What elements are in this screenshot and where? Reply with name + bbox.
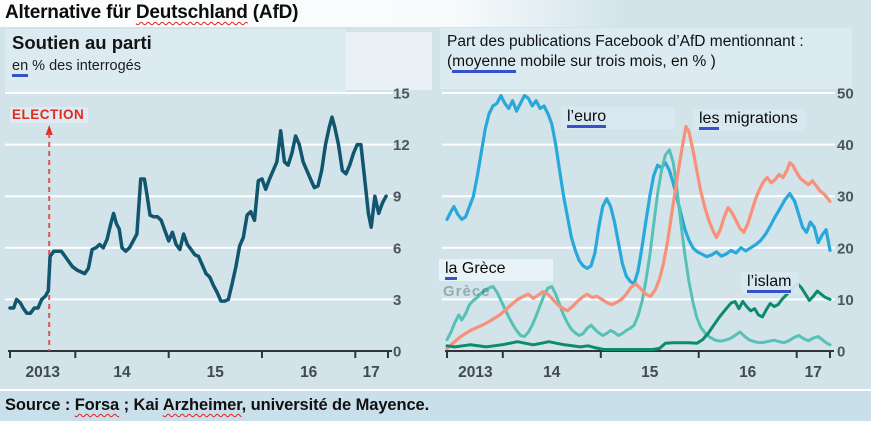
right-chart-header: Part des publications Facebook d’AfD men… (440, 28, 852, 89)
page-title-suffix: (AfD) (247, 2, 299, 23)
source-spellcheck-word-2: Arzheimer (162, 396, 242, 414)
page-title-text: Alternative für (5, 2, 136, 23)
series-label-euro: l’euro (561, 107, 675, 129)
y-axis-tick-label: 6 (393, 240, 401, 257)
ghost-text-grece: Grèce (443, 283, 491, 300)
y-axis-tick-label: 0 (393, 344, 401, 361)
left-chart-header: Soutien au parti en % des interrogés (5, 29, 346, 92)
source-prefix: Source : (5, 396, 75, 414)
series-label-migrations: les migrations (693, 109, 806, 131)
y-axis-tick-label: 12 (393, 137, 410, 154)
series-label-migrations-rest: migrations (719, 110, 798, 127)
y-axis-tick-label: 10 (837, 292, 854, 309)
y-axis-tick-label: 3 (393, 292, 401, 309)
y-axis-tick-label: 20 (837, 240, 854, 257)
chart-panel-facebook-mentions: Part des publications Facebook d’AfD men… (435, 27, 871, 390)
x-axis-tick-label: 16 (300, 364, 318, 381)
subtitle-pre: ( (447, 53, 453, 70)
page-title: Alternative für Deutschland (AfD) (5, 2, 871, 24)
series-line-soutien (8, 115, 388, 315)
subtitle-underlined-word: moyenne (452, 53, 516, 73)
source-spellcheck-word-1: Forsa (74, 396, 120, 414)
support-line-chart: 0 3 6 9 12 15 2013 14 15 16 17 (5, 86, 410, 381)
x-axis-tick-label: 17 (363, 364, 380, 381)
y-axis-tick-label: 40 (837, 137, 854, 154)
election-line-arrowhead (45, 125, 53, 135)
x-axis-tick-label: 15 (207, 364, 225, 381)
x-axis-tick-label: 14 (543, 364, 561, 381)
page-title-spellcheck-word: Deutschland (135, 2, 248, 23)
subtitle-rest: mobile sur trois mois, en % ) (515, 53, 716, 70)
header-highlight-box (346, 32, 432, 90)
series-line-euro (445, 93, 832, 286)
series-label-euro-text: l’euro (567, 108, 607, 128)
subtitle-rest: % des interrogés (28, 58, 141, 74)
x-axis-tick-label: 2013 (458, 364, 493, 381)
x-axis-tick-label: 14 (113, 364, 131, 381)
series-label-migrations-underlined: les (699, 110, 720, 130)
y-axis-tick-label: 30 (837, 189, 854, 206)
y-axis-tick-label: 9 (393, 189, 401, 206)
series-label-grece: la Grèce (439, 259, 553, 281)
chart-panel-support: Soutien au parti en % des interrogés 0 3 6… (0, 27, 435, 390)
subtitle-underlined-word: en (12, 58, 29, 77)
x-axis-tick-label: 2013 (25, 364, 60, 381)
left-chart-title: Soutien au parti (12, 32, 152, 53)
election-annotation-label: ELECTION (10, 107, 89, 123)
left-chart-subtitle: en % des interrogés (12, 58, 346, 77)
source-bar: Source : Forsa ; Kai Arzheimer, universi… (0, 389, 871, 421)
y-axis-tick-label: 15 (393, 86, 410, 103)
series-label-islam-text: l’islam (747, 273, 792, 293)
series-label-grece-rest: Grèce (457, 260, 506, 277)
source-middle: ; Kai (119, 396, 163, 414)
source-suffix: , université de Mayence. (241, 396, 430, 414)
x-axis-tick-label: 15 (641, 364, 659, 381)
series-line-migrations (445, 124, 832, 350)
series-label-grece-underlined: la (445, 260, 458, 280)
y-axis-tick-label: 50 (837, 86, 854, 103)
facebook-mentions-line-chart: 0 10 20 30 40 50 2013 14 15 16 17 (442, 86, 854, 381)
y-axis-tick-label: 0 (837, 344, 845, 361)
right-chart-title: Part des publications Facebook d’AfD men… (447, 33, 804, 50)
x-axis-tick-label: 17 (805, 364, 822, 381)
x-axis-tick-label: 16 (739, 364, 757, 381)
page-title-bar: Alternative für Deutschland (AfD) (0, 0, 871, 27)
series-label-islam: l’islam (741, 272, 800, 294)
right-chart-subtitle: (moyenne mobile sur trois mois, en % ) (447, 53, 852, 73)
